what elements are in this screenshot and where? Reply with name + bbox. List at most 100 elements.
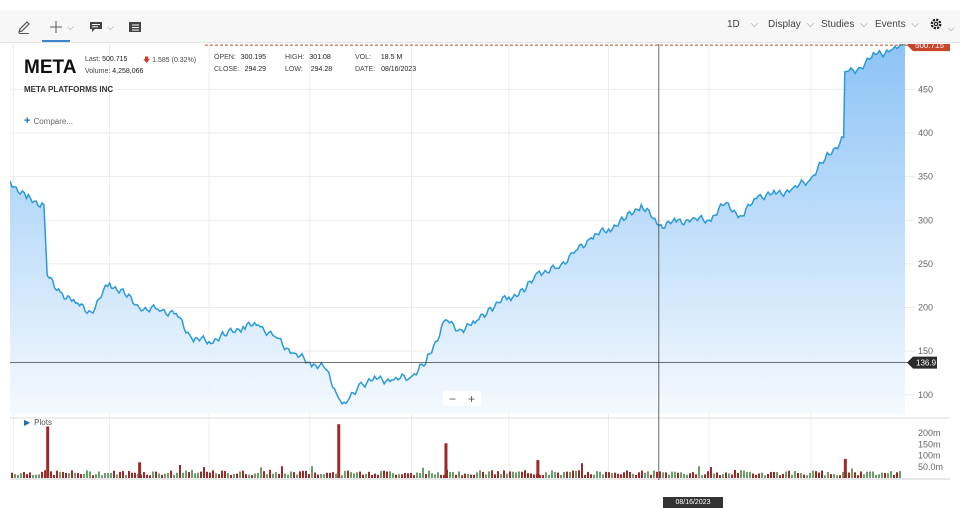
- volume-bar: [467, 474, 469, 478]
- volume-bar: [527, 473, 529, 478]
- volume-bar: [116, 474, 118, 478]
- volume-bar: [311, 466, 313, 478]
- chevron-down-icon: ⌵: [67, 21, 74, 32]
- zoom-out-button[interactable]: −: [448, 391, 456, 406]
- low-value: 294.28: [310, 66, 333, 73]
- volume-bar: [425, 474, 427, 478]
- volume-bar: [344, 470, 346, 478]
- volume-bar: [719, 475, 721, 478]
- volume-bar: [35, 474, 37, 478]
- volume-bar: [161, 474, 163, 478]
- volume-bar: [491, 470, 493, 478]
- plus-icon: +: [24, 115, 31, 127]
- volume-bar: [179, 465, 181, 478]
- volume-bar: [737, 472, 739, 478]
- volume-bar: [701, 475, 703, 478]
- volume-bar: [410, 472, 412, 478]
- volume-bar: [635, 474, 637, 478]
- volume-bar: [884, 472, 886, 478]
- interval-dropdown[interactable]: 1D ⌵: [727, 19, 758, 30]
- volume-bar: [38, 474, 40, 478]
- plots-toggle[interactable]: ▶ Plots: [24, 418, 52, 427]
- volume-tick-label: 100m: [918, 451, 941, 461]
- volume-bar: [776, 472, 778, 478]
- volume-bar: [605, 471, 607, 478]
- volume-bar: [188, 472, 190, 478]
- volume-bar: [83, 473, 85, 478]
- volume-bar: [629, 471, 631, 478]
- volume-bar: [458, 471, 460, 478]
- ticker-symbol: META: [24, 57, 77, 78]
- volume-bar: [293, 472, 295, 478]
- compare-button[interactable]: + Compare...: [24, 115, 73, 127]
- volume-bar: [299, 471, 301, 478]
- volume-bar: [722, 474, 724, 478]
- settings-button[interactable]: ⌵: [929, 17, 955, 34]
- y-tick-label: 150: [918, 346, 933, 356]
- volume-bar: [260, 467, 262, 478]
- volume-bar: [710, 467, 712, 478]
- volume-bar: [470, 474, 472, 478]
- volume-bar: [77, 472, 79, 478]
- chevron-down-icon: ⌵: [860, 19, 868, 30]
- volume-bar: [854, 472, 856, 478]
- volume-bar: [146, 474, 148, 478]
- volume-bar: [599, 471, 601, 478]
- volume-bar: [671, 471, 673, 478]
- volume-bar: [707, 471, 709, 478]
- open-info: OPEN: 300.195: [214, 54, 266, 61]
- display-dropdown[interactable]: Display ⌵: [768, 19, 814, 30]
- volume-bar: [881, 472, 883, 478]
- compare-label: Compare...: [33, 117, 74, 126]
- volume-value: 4,258,066: [112, 68, 144, 75]
- volume-bar: [74, 472, 76, 478]
- volume-bar: [587, 471, 589, 478]
- draw-tool-button[interactable]: [16, 16, 32, 38]
- vol-label: VOL:: [355, 54, 371, 61]
- volume-bar: [368, 471, 370, 478]
- events-label: Events: [875, 19, 906, 30]
- crosshair-tool-button[interactable]: ⌵: [48, 16, 74, 38]
- volume-bar: [380, 471, 382, 478]
- volume-bar: [395, 474, 397, 478]
- volume-bar: [647, 471, 649, 478]
- volume-bar: [551, 470, 553, 478]
- volume-bar: [65, 472, 67, 478]
- volume-bar: [749, 471, 751, 478]
- plots-label: Plots: [34, 418, 52, 427]
- volume-bar: [59, 472, 61, 478]
- volume-bar: [857, 475, 859, 478]
- volume-bar: [236, 473, 238, 478]
- volume-bar: [332, 472, 334, 478]
- zoom-in-button[interactable]: +: [467, 391, 475, 406]
- volume-bar: [761, 472, 763, 478]
- volume-bar: [356, 472, 358, 478]
- volume-bar: [227, 473, 229, 478]
- volume-bar: [530, 473, 532, 478]
- studies-dropdown[interactable]: Studies ⌵: [821, 19, 868, 30]
- events-dropdown[interactable]: Events ⌵: [875, 19, 919, 30]
- volume-spike: [536, 460, 540, 478]
- volume-bar: [428, 470, 430, 478]
- volume-bar: [434, 474, 436, 478]
- chevron-down-icon: ⌵: [947, 23, 955, 33]
- volume-bar: [764, 475, 766, 478]
- volume-bar: [329, 472, 331, 478]
- volume-bar: [704, 474, 706, 478]
- volume-bar: [494, 474, 496, 478]
- layout-tool-button[interactable]: [127, 16, 143, 38]
- crosshair-price-label: 136.9: [916, 359, 937, 368]
- volume-bar: [644, 472, 646, 478]
- annotate-tool-button[interactable]: ⌵: [88, 16, 114, 38]
- volume-bar: [32, 475, 34, 478]
- volume-bar: [296, 474, 298, 478]
- volume-bar: [71, 470, 73, 478]
- volume-bar: [872, 471, 874, 478]
- price-change: 🡇 1.585 (0.32%): [143, 56, 196, 67]
- volume-bar: [503, 470, 505, 478]
- volume-bar: [476, 472, 478, 478]
- volume-bar: [56, 470, 58, 478]
- volume-info: Volume: 4,258,066: [85, 68, 143, 75]
- volume-bar: [53, 474, 55, 478]
